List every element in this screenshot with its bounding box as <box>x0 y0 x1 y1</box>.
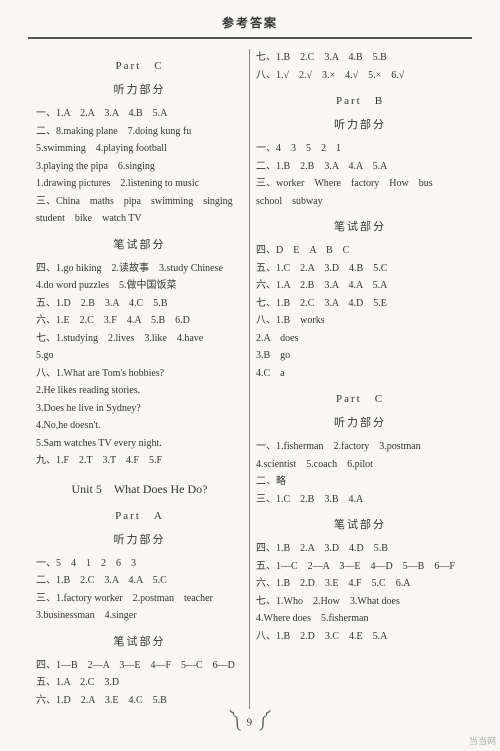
answer-line: 2.He likes reading stories. <box>36 382 243 400</box>
answer-line: 九、1.F 2.T 3.T 4.F 5.F <box>36 452 243 470</box>
answer-line: 2.A does <box>256 330 464 348</box>
answer-line: 六、1.A 2.B 3.A 4.A 5.A <box>256 277 464 295</box>
write-title-2: 笔试部分 <box>256 516 464 532</box>
answer-line: 1.drawing pictures 2.listening to music <box>36 175 243 193</box>
part-c-title: Part C <box>36 57 243 73</box>
answer-line: 一、5 4 1 2 6 3 <box>36 555 243 573</box>
listen-title: 听力部分 <box>36 81 243 97</box>
answer-line: 四、1.B 2.A 3.D 4.D 5.B <box>256 540 464 558</box>
answer-line: 七、1.B 2.C 3.A 4.B 5.B <box>256 49 464 67</box>
right-column: 七、1.B 2.C 3.A 4.B 5.B 八、1.√ 2.√ 3.× 4.√ … <box>250 49 470 709</box>
answer-line: 3.businessman 4.singer <box>36 607 243 625</box>
answer-line: 二、1.B 2.B 3.A 4.A 5.A <box>256 158 464 176</box>
answer-line: 五、1—C 2—A 3—E 4—D 5—B 6—F <box>256 558 464 576</box>
answer-line: 四、1.go hiking 2.读故事 3.study Chinese <box>36 260 243 278</box>
answer-line: 六、1.E 2.C 3.F 4.A 5.B 6.D <box>36 312 243 330</box>
answer-line: 八、1.B 2.D 3.C 4.E 5.A <box>256 628 464 646</box>
answer-line: 4.Where does 5.fisherman <box>256 610 464 628</box>
answer-line: 三、1.C 2.B 3.B 4.A <box>256 491 464 509</box>
answer-line: school subway <box>256 193 464 211</box>
answer-line: 七、1.Who 2.How 3.What does <box>256 593 464 611</box>
answer-line: 五、1.C 2.A 3.D 4.B 5.C <box>256 260 464 278</box>
listen-title: 听力部分 <box>256 116 464 132</box>
answer-line: 二、略 <box>256 473 464 491</box>
listen-title-2: 听力部分 <box>256 414 464 430</box>
wing-left-icon: ༽ <box>226 703 244 743</box>
answer-line: 五、1.D 2.B 3.A 4.C 5.B <box>36 295 243 313</box>
answer-line: 八、1.What are Tom's hobbies? <box>36 365 243 383</box>
answer-line: 八、1.B works <box>256 312 464 330</box>
content-columns: Part C 听力部分 一、1.A 2.A 3.A 4.B 5.A 二、8.ma… <box>0 49 500 709</box>
answer-line: 三、China maths pipa swimming singing <box>36 193 243 211</box>
answer-line: 八、1.√ 2.√ 3.× 4.√ 5.× 6.√ <box>256 67 464 85</box>
answer-line: 4.C a <box>256 365 464 383</box>
answer-line: 五、1.A 2.C 3.D <box>36 674 243 692</box>
answer-line: 三、1.factory worker 2.postman teacher <box>36 590 243 608</box>
answer-line: 六、1.B 2.D 3.E 4.F 5.C 6.A <box>256 575 464 593</box>
answer-line: 四、1—B 2—A 3—E 4—F 5—C 6—D <box>36 657 243 675</box>
answer-line: 七、1.B 2.C 3.A 4.D 5.E <box>256 295 464 313</box>
write-title-2: 笔试部分 <box>36 633 243 649</box>
listen-title-2: 听力部分 <box>36 531 243 547</box>
page-header: 参考答案 <box>0 0 500 37</box>
answer-line: 七、1.studying 2.lives 3.like 4.have <box>36 330 243 348</box>
unit-title: Unit 5 What Does He Do? <box>36 480 243 497</box>
answer-line: 一、4 3 5 2 1 <box>256 140 464 158</box>
answer-line: 二、1.B 2.C 3.A 4.A 5.C <box>36 572 243 590</box>
answer-line: 5.go <box>36 347 243 365</box>
footer: ༽ 9 ༼ <box>0 703 500 743</box>
answer-line: 3.B go <box>256 347 464 365</box>
answer-line: 四、D E A B C <box>256 242 464 260</box>
answer-line: 二、8.making plane 7.doing kung fu <box>36 123 243 141</box>
answer-line: 一、1.fisherman 2.factory 3.postman <box>256 438 464 456</box>
part-b-title: Part B <box>256 92 464 108</box>
left-column: Part C 听力部分 一、1.A 2.A 3.A 4.B 5.A 二、8.ma… <box>30 49 250 709</box>
watermark: 当当网 <box>469 734 496 747</box>
answer-line: 4.scientist 5.coach 6.pilot <box>256 456 464 474</box>
write-title: 笔试部分 <box>256 218 464 234</box>
answer-line: 一、1.A 2.A 3.A 4.B 5.A <box>36 105 243 123</box>
part-c-title: Part C <box>256 390 464 406</box>
wing-right-icon: ༼ <box>255 703 274 743</box>
write-title: 笔试部分 <box>36 236 243 252</box>
part-a-title: Part A <box>36 507 243 523</box>
page-number: 9 <box>247 717 253 729</box>
answer-line: 3.playing the pipa 6.singing <box>36 158 243 176</box>
answer-line: 4.No,he doesn't. <box>36 417 243 435</box>
answer-line: 3.Does he live in Sydney? <box>36 400 243 418</box>
answer-line: 5.swimming 4.playing football <box>36 140 243 158</box>
answer-line: 三、worker Where factory How bus <box>256 175 464 193</box>
answer-line: 5.Sam watches TV every night. <box>36 435 243 453</box>
divider <box>28 37 472 39</box>
answer-line: 4.do word puzzles 5.做中国饭菜 <box>36 277 243 295</box>
answer-line: student bike watch TV <box>36 210 243 228</box>
